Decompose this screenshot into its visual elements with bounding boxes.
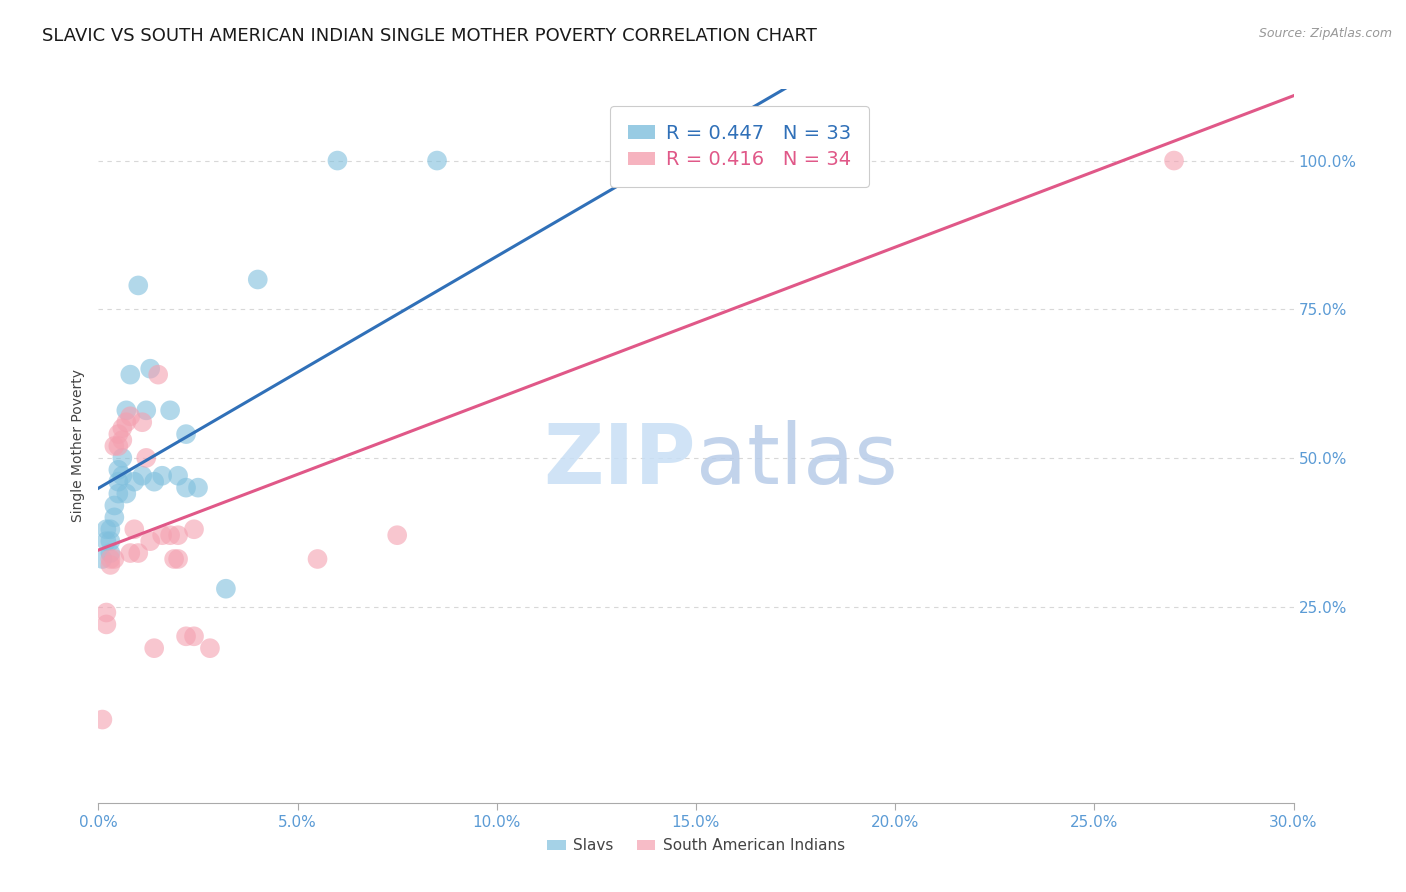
- Point: [131, 468, 153, 483]
- Point: [107, 463, 129, 477]
- Point: [103, 552, 125, 566]
- Point: [167, 552, 190, 566]
- Point: [326, 153, 349, 168]
- Legend: R = 0.447   N = 33, R = 0.416   N = 34: R = 0.447 N = 33, R = 0.416 N = 34: [610, 106, 869, 186]
- Point: [167, 468, 190, 483]
- Point: [98, 558, 122, 572]
- Point: [96, 534, 118, 549]
- Point: [98, 546, 122, 560]
- Point: [198, 641, 221, 656]
- Point: [143, 475, 166, 489]
- Point: [120, 368, 142, 382]
- Point: [127, 546, 149, 560]
- Point: [98, 552, 122, 566]
- Point: [107, 439, 129, 453]
- Point: [96, 617, 118, 632]
- Point: [103, 499, 125, 513]
- Point: [183, 522, 205, 536]
- Point: [111, 450, 134, 465]
- Text: Source: ZipAtlas.com: Source: ZipAtlas.com: [1258, 27, 1392, 40]
- Point: [187, 481, 209, 495]
- Point: [163, 552, 186, 566]
- Point: [246, 272, 269, 286]
- Point: [91, 713, 114, 727]
- Point: [159, 528, 181, 542]
- Point: [183, 629, 205, 643]
- Point: [103, 510, 125, 524]
- Point: [148, 368, 170, 382]
- Y-axis label: Single Mother Poverty: Single Mother Poverty: [70, 369, 84, 523]
- Point: [115, 486, 138, 500]
- Point: [724, 153, 747, 168]
- Point: [174, 427, 197, 442]
- Point: [107, 475, 129, 489]
- Point: [159, 403, 181, 417]
- Text: atlas: atlas: [696, 420, 897, 500]
- Point: [107, 427, 129, 442]
- Text: ZIP: ZIP: [544, 420, 696, 500]
- Point: [143, 641, 166, 656]
- Point: [98, 534, 122, 549]
- Point: [115, 403, 138, 417]
- Point: [107, 486, 129, 500]
- Point: [111, 433, 134, 447]
- Point: [124, 475, 146, 489]
- Point: [111, 421, 134, 435]
- Point: [1163, 153, 1185, 168]
- Point: [135, 403, 157, 417]
- Point: [135, 450, 157, 465]
- Point: [127, 278, 149, 293]
- Point: [844, 153, 866, 168]
- Point: [174, 629, 197, 643]
- Point: [120, 546, 142, 560]
- Point: [131, 415, 153, 429]
- Point: [124, 522, 146, 536]
- Point: [96, 522, 118, 536]
- Point: [150, 528, 173, 542]
- Point: [150, 468, 173, 483]
- Point: [215, 582, 238, 596]
- Point: [426, 153, 449, 168]
- Point: [167, 528, 190, 542]
- Text: SLAVIC VS SOUTH AMERICAN INDIAN SINGLE MOTHER POVERTY CORRELATION CHART: SLAVIC VS SOUTH AMERICAN INDIAN SINGLE M…: [42, 27, 817, 45]
- Point: [111, 468, 134, 483]
- Point: [115, 415, 138, 429]
- Point: [307, 552, 329, 566]
- Point: [120, 409, 142, 424]
- Point: [139, 361, 162, 376]
- Point: [96, 606, 118, 620]
- Point: [139, 534, 162, 549]
- Point: [91, 552, 114, 566]
- Point: [103, 439, 125, 453]
- Point: [174, 481, 197, 495]
- Point: [98, 522, 122, 536]
- Point: [385, 528, 409, 542]
